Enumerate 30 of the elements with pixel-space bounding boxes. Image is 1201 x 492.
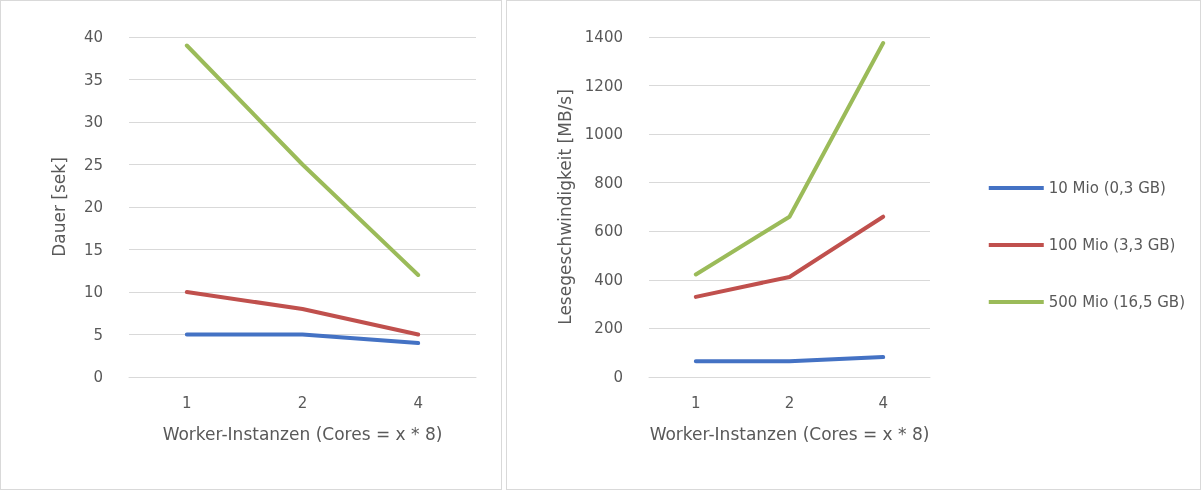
x-tick-label: 2: [297, 393, 308, 412]
x-axis-title: Worker-Instanzen (Cores = x * 8): [162, 423, 443, 444]
y-tick-label: 10: [83, 283, 103, 301]
x-tick-label: 1: [691, 393, 701, 412]
y-tick-label: 35: [83, 70, 103, 89]
y-tick-label: 40: [83, 28, 103, 46]
y-tick-label: 200: [594, 319, 623, 338]
y-axis-title: Lesegeschwindigkeit [MB/s]: [554, 89, 575, 325]
x-axis-title: Worker-Instanzen (Cores = x * 8): [649, 423, 930, 444]
y-tick-label: 30: [83, 113, 103, 131]
legend-label: 500 Mio (16,5 GB): [1048, 293, 1186, 311]
y-tick-label: 0: [93, 368, 103, 386]
y-axis-title: Dauer [sek]: [48, 157, 69, 257]
x-tick-label: 2: [784, 393, 795, 412]
y-tick-label: 800: [594, 173, 623, 192]
y-tick-label: 15: [83, 240, 103, 259]
y-tick-label: 25: [83, 155, 103, 174]
x-tick-label: 4: [413, 393, 423, 412]
y-tick-label: 600: [594, 222, 623, 241]
x-tick-label: 4: [878, 393, 888, 412]
y-tick-label: 1400: [584, 28, 623, 46]
y-tick-label: 0: [613, 368, 623, 386]
legend-label: 10 Mio (0,3 GB): [1048, 179, 1166, 197]
y-tick-label: 5: [93, 325, 103, 344]
y-tick-label: 20: [83, 198, 103, 216]
y-tick-label: 1000: [584, 125, 623, 144]
y-tick-label: 1200: [584, 76, 623, 95]
y-tick-label: 400: [594, 270, 623, 289]
x-tick-label: 1: [182, 393, 192, 412]
legend-label: 100 Mio (3,3 GB): [1048, 236, 1176, 254]
